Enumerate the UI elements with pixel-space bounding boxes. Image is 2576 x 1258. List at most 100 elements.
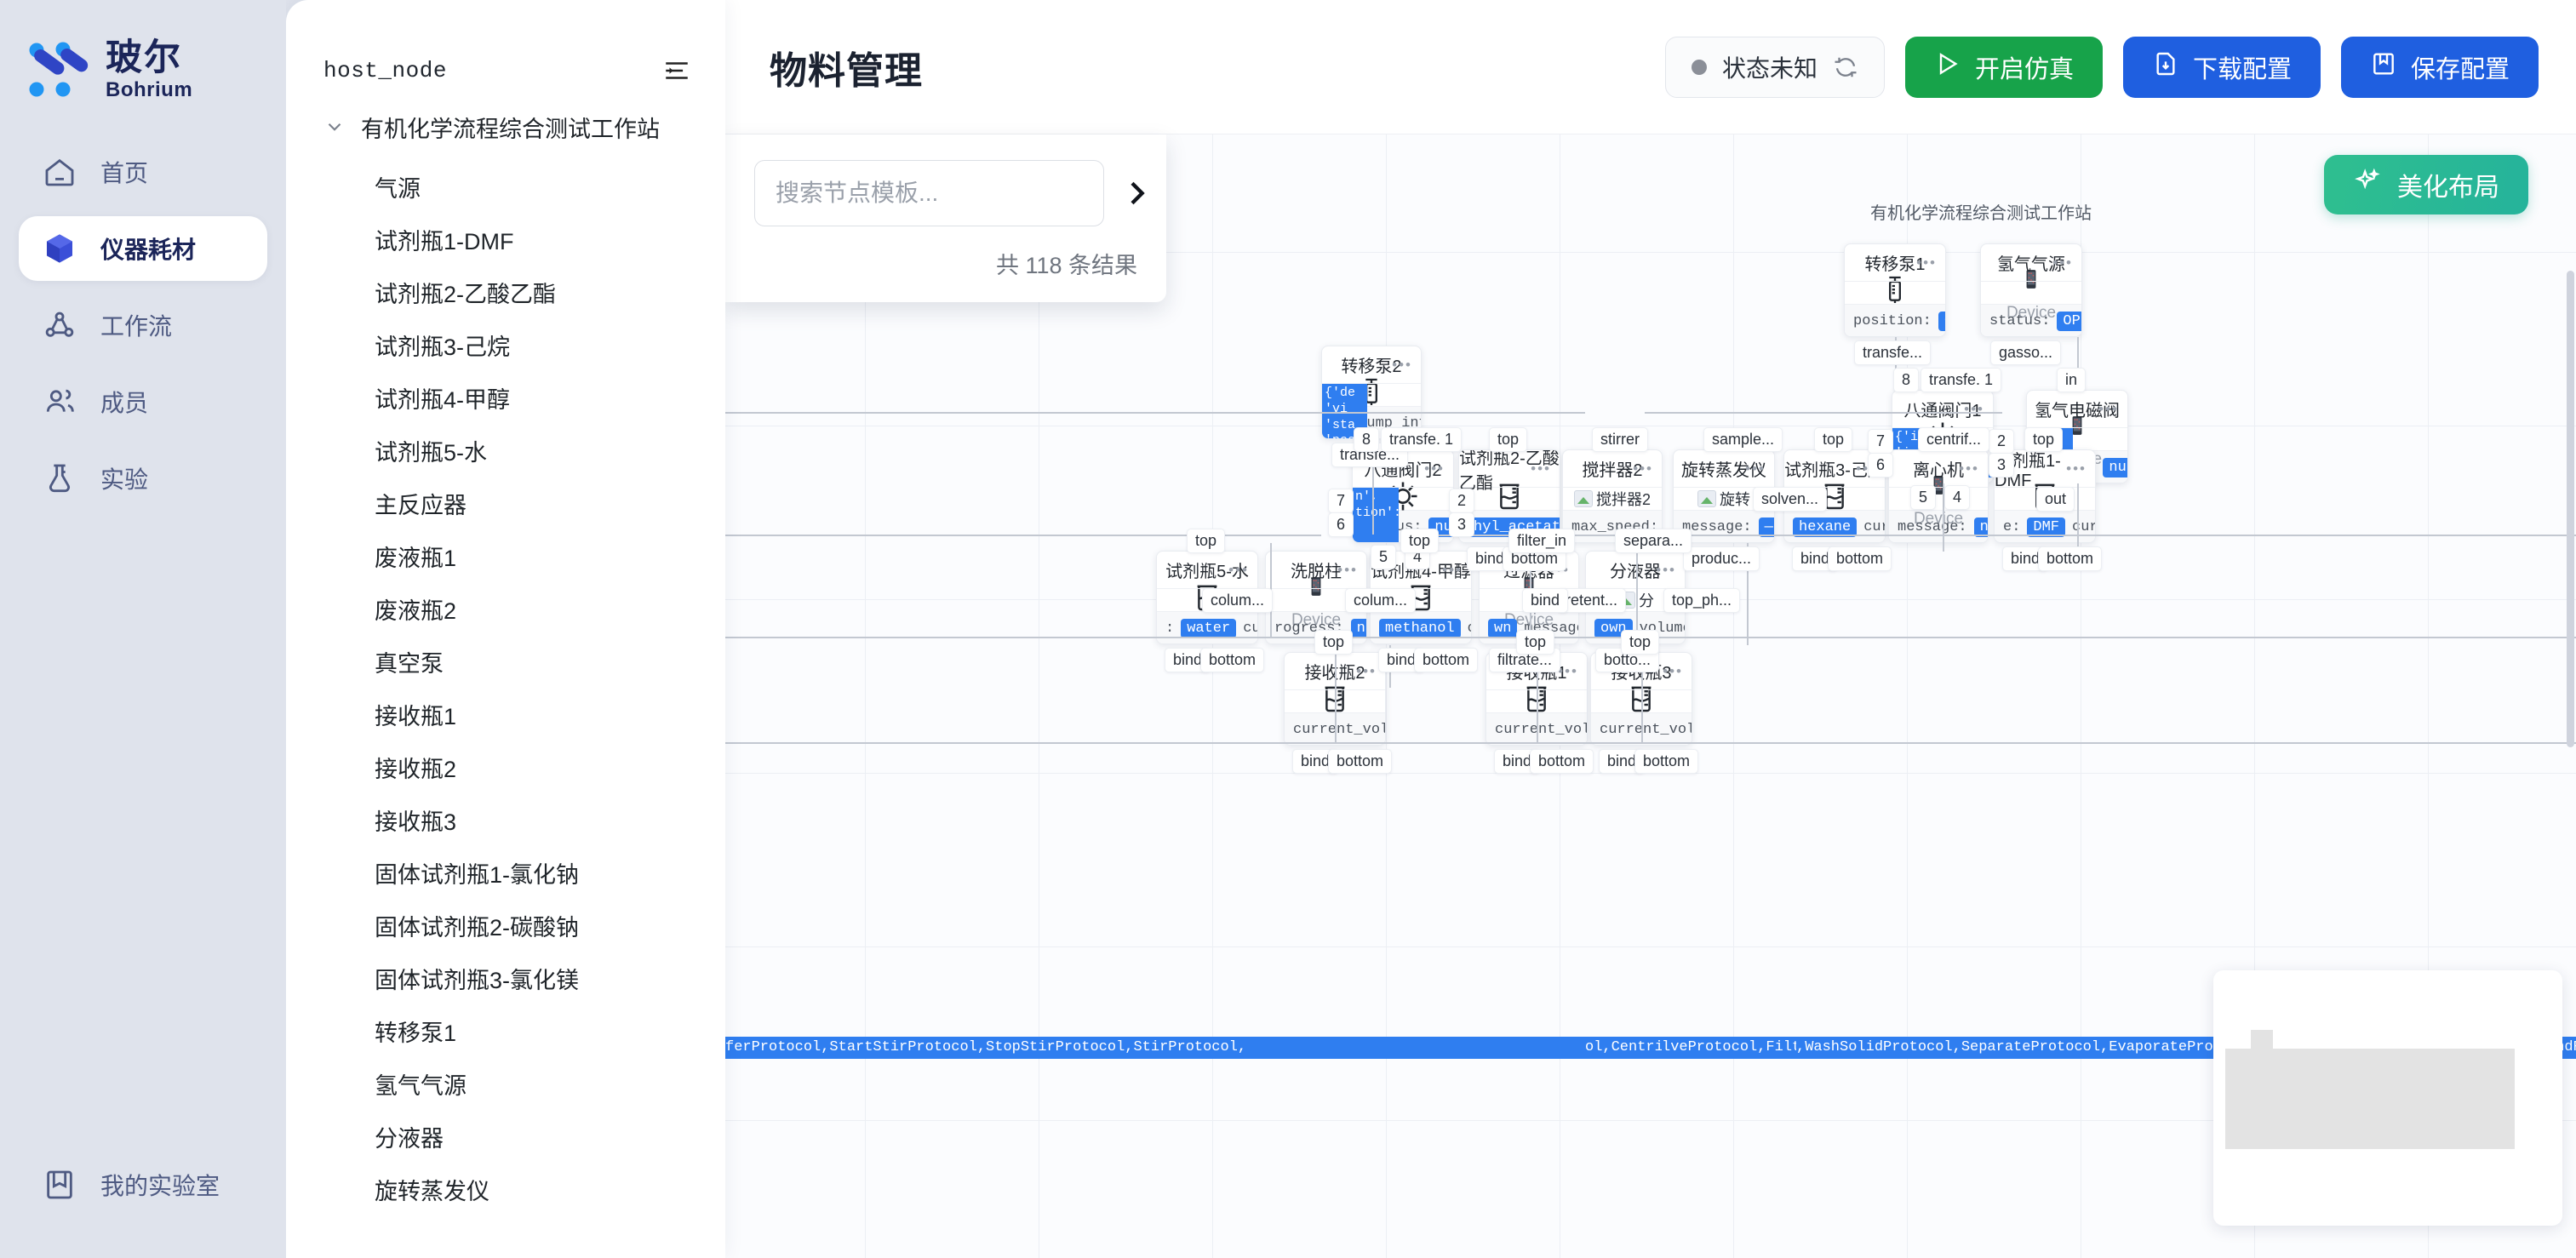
port-top[interactable]: top [1400,529,1440,553]
port-left[interactable]: colum... [1202,588,1274,613]
port-bottom[interactable]: bottom [1328,749,1393,774]
tree-leaf-item[interactable]: 试剂瓶5-水 [375,439,488,466]
refresh-icon[interactable] [1833,54,1858,80]
sidebar-item-workflow[interactable]: 工作流 [19,293,267,357]
download-config-button[interactable]: 下载配置 [2122,36,2321,98]
port-num[interactable]: 5 [1371,545,1397,569]
port-top[interactable]: top [1516,630,1555,655]
sidebar-item-experiment[interactable]: 实验 [19,446,267,511]
port-bottom[interactable]: bottom [1530,749,1594,774]
port-right[interactable]: colum... [1345,588,1417,613]
port-num[interactable]: 2 [1989,429,2015,454]
tree-leaf-item[interactable]: 接收瓶2 [375,756,457,782]
node-menu-icon[interactable]: ••• [1663,662,1683,679]
port-num[interactable]: 2 [1449,489,1475,513]
port-right[interactable]: retent... [1557,588,1627,613]
tree-leaf-item[interactable]: 试剂瓶2-乙酸乙酯 [375,281,557,307]
node-menu-icon[interactable]: ••• [1633,460,1653,477]
tree-leaf-item[interactable]: 接收瓶3 [375,809,457,835]
tree-leaf-item[interactable]: 分液器 [375,1125,444,1152]
flow-node[interactable]: 转移泵2•••0pump_info:{'de 'vi 'sta 'pos 'cu… [1321,346,1422,439]
port-top-right[interactable]: transfe. 1 [1921,368,2002,392]
port-top[interactable]: top [1621,630,1660,655]
port-top[interactable]: centrif... [1918,427,1990,452]
port-top-right[interactable]: transfe. 1 [1381,427,1463,452]
port-num[interactable]: 4 [1944,485,1971,510]
tree-leaf-item[interactable]: 真空泵 [375,650,444,677]
port-top[interactable]: top [1489,427,1528,452]
tree-leaf-item[interactable]: 主反应器 [375,492,467,518]
beautify-layout-button[interactable]: 美化布局 [2324,155,2528,214]
tree-leaf-item[interactable]: 固体试剂瓶2-碳酸钠 [375,914,580,941]
node-menu-icon[interactable]: ••• [1337,561,1358,578]
port-bottom[interactable]: gasso... [1990,340,2062,365]
port-num[interactable]: 7 [1328,489,1354,513]
port-num[interactable]: 3 [1449,512,1475,537]
port-left[interactable]: bind [1522,588,1569,613]
save-config-button[interactable]: 保存配置 [2340,36,2539,98]
node-menu-icon[interactable]: ••• [1745,460,1766,477]
port-num[interactable]: 7 [1868,429,1894,454]
minimap-viewport[interactable] [2225,1049,2515,1149]
port-right[interactable]: top_ph... [1663,588,1741,613]
canvas-scrollbar-vertical[interactable] [2567,271,2574,747]
node-menu-icon[interactable]: ••• [1356,662,1377,679]
port-top[interactable]: separa... [1615,529,1692,553]
port-top[interactable]: top [1814,427,1853,452]
chevron-down-icon[interactable] [323,116,346,138]
node-menu-icon[interactable]: ••• [2066,460,2087,477]
port-top[interactable]: top [1314,630,1354,655]
tree-leaf-item[interactable]: 试剂瓶1-DMF [375,228,514,254]
tree-leaf-item[interactable]: 试剂瓶3-己烷 [375,334,511,360]
search-input[interactable] [754,160,1104,226]
port-top[interactable]: sample... [1703,427,1783,452]
sidebar-item-members[interactable]: 成员 [19,369,267,434]
port-top[interactable]: filter_in [1508,529,1576,553]
port-bottom[interactable]: bottom [1414,648,1479,672]
port-top[interactable]: top [2024,427,2064,452]
port-bottom[interactable]: transfe... [1854,340,1932,365]
node-menu-icon[interactable]: ••• [1392,356,1412,373]
collapse-panel-icon[interactable] [662,56,691,85]
node-menu-icon[interactable]: ••• [1442,561,1463,578]
port-bottom[interactable]: bottom [1634,749,1699,774]
tree-leaf-item[interactable]: 废液瓶2 [375,598,457,624]
flow-node[interactable]: 转移泵1•••position:0pump [1844,243,1946,337]
sidebar-item-my-lab[interactable]: 我的实验室 [19,1152,267,1217]
tree-leaf-item[interactable]: 试剂瓶4-甲醇 [375,386,511,413]
tree-leaf-item[interactable]: 旋转蒸发仪 [375,1178,489,1204]
port-num[interactable]: 6 [1868,453,1894,477]
port-bottom[interactable]: out [2036,487,2075,512]
port-bottom[interactable]: bottom [1200,648,1265,672]
node-menu-icon[interactable]: ••• [1228,561,1249,578]
node-menu-icon[interactable]: ••• [1558,662,1578,679]
port-num[interactable]: 5 [1910,485,1937,510]
node-menu-icon[interactable]: ••• [1916,254,1937,271]
flow-canvas[interactable]: 有机化学流程综合测试工作站 转移泵1•••position:0pumptrans… [725,134,2576,1258]
flow-node[interactable]: 试剂瓶2-乙酸乙酯•••hyl_acetatecurre [1458,449,1560,543]
node-menu-icon[interactable]: ••• [2052,254,2073,271]
port-top[interactable]: in [2057,368,2087,392]
tree-leaf-item[interactable]: 接收瓶1 [375,703,457,729]
start-simulation-button[interactable]: 开启仿真 [1904,36,2103,98]
port-top-left[interactable]: 8 [1893,368,1920,392]
sidebar-item-home[interactable]: 首页 [19,140,267,204]
tree-leaf-item[interactable]: 转移泵1 [375,1020,457,1046]
node-menu-icon[interactable]: ••• [1959,460,1979,477]
tree-leaf-item[interactable]: 废液瓶1 [375,545,457,571]
port-top[interactable]: top [1187,529,1226,553]
port-bottom[interactable]: bottom [2038,546,2103,571]
chevron-right-icon[interactable] [1119,176,1153,210]
tree-leaf-item[interactable]: 氢气气源 [375,1072,467,1099]
port-bottom[interactable]: bottom [1828,546,1892,571]
canvas-minimap[interactable] [2213,970,2562,1226]
node-menu-icon[interactable]: ••• [1531,460,1551,477]
port-right[interactable]: solven... [1753,487,1828,512]
port-bottom[interactable]: produc... [1683,546,1760,571]
node-menu-icon[interactable]: ••• [1424,460,1445,477]
tree-root-item[interactable]: 有机化学流程综合测试工作站 [286,94,725,160]
node-menu-icon[interactable]: ••• [1656,561,1676,578]
